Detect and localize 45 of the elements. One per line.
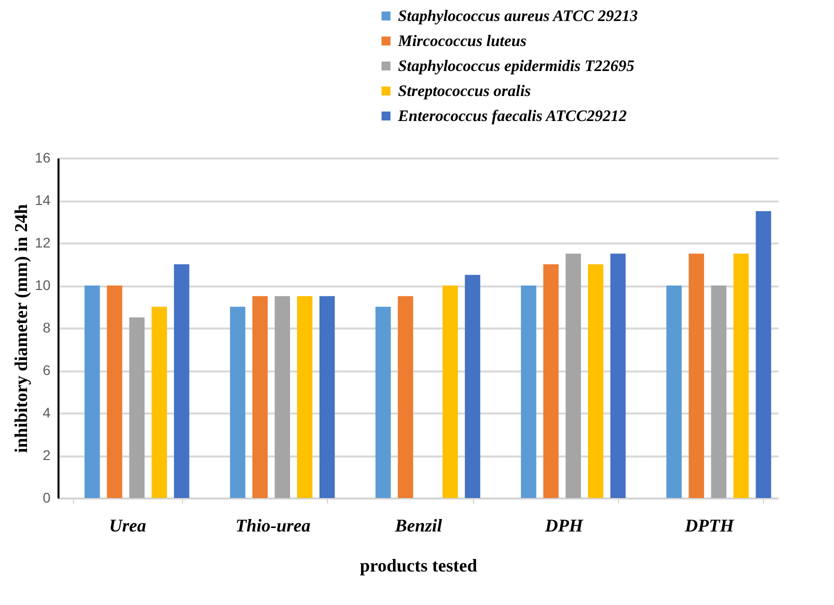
bar <box>610 254 626 498</box>
y-tick-label: 16 <box>34 150 51 166</box>
y-tick-label: 6 <box>42 362 51 378</box>
bar <box>106 286 122 498</box>
y-tick-label: 8 <box>42 320 51 336</box>
x-axis-title: products tested <box>360 556 478 576</box>
bar <box>711 286 726 498</box>
x-tick-label: DPH <box>544 516 584 536</box>
legend-label: Enterococcus faecalis ATCC29212 <box>397 108 627 125</box>
legend-label: Mircococcus luteus <box>397 33 526 50</box>
bar <box>274 296 290 498</box>
bar <box>152 306 167 498</box>
legend-label: Staphylococcus epidermidis T22695 <box>398 58 634 75</box>
x-tick-label: DPTH <box>684 516 735 536</box>
y-tick-label: 4 <box>42 404 51 420</box>
legend-label: Staphylococcus aureus ATCC 29213 <box>398 8 638 25</box>
legend-label: Streptococcus oralis <box>398 83 531 100</box>
bar <box>129 317 145 498</box>
y-axis-title: inhibitory diameter (mm) in 24h <box>10 204 31 453</box>
y-tick-label: 14 <box>34 192 51 208</box>
bar <box>733 254 749 498</box>
bar <box>319 296 335 498</box>
bar <box>174 264 190 498</box>
bar <box>442 286 458 498</box>
bar <box>666 286 682 498</box>
bar <box>543 264 559 498</box>
bar <box>230 306 246 498</box>
x-tick-label: Benzil <box>394 516 442 536</box>
bar <box>252 296 268 498</box>
y-tick-label: 12 <box>34 234 51 250</box>
bar <box>520 286 536 498</box>
bar <box>398 296 414 498</box>
bar <box>688 254 704 498</box>
y-tick-label: 0 <box>42 490 51 506</box>
bar <box>84 286 100 498</box>
bar <box>375 306 391 498</box>
x-tick-label: Thio-urea <box>236 516 311 536</box>
bar <box>464 274 480 498</box>
y-tick-label: 2 <box>42 447 51 463</box>
bar <box>588 264 604 498</box>
bar <box>756 211 772 498</box>
bar <box>566 254 581 498</box>
y-tick-label: 10 <box>34 277 51 293</box>
bar <box>297 296 312 498</box>
x-tick-label: Urea <box>109 516 146 536</box>
